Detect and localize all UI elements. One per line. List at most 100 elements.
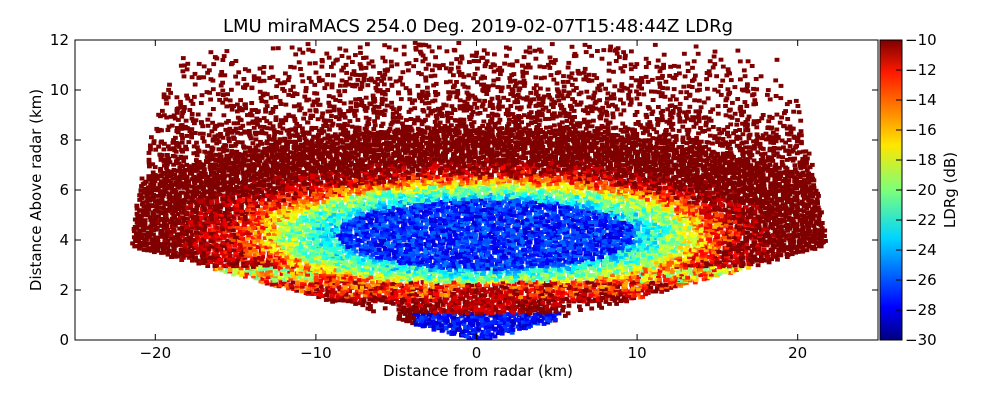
ldr-cell (601, 229, 607, 234)
ldr-cell (462, 261, 468, 266)
ldr-cell (329, 221, 335, 226)
ldr-cell (639, 288, 645, 293)
ldr-cell (301, 236, 306, 241)
ldr-cell (730, 266, 736, 270)
ldr-cell (755, 263, 761, 268)
ldr-cell (378, 267, 384, 272)
ldr-cell (720, 230, 725, 235)
ldr-cell (325, 262, 330, 267)
ldr-cell (396, 275, 402, 280)
ldr-cell (406, 285, 412, 290)
ldr-cell (462, 272, 468, 277)
ldr-cell (672, 279, 678, 284)
ldr-cell (553, 306, 559, 311)
ldr-cell (376, 247, 382, 252)
ldr-cell (187, 241, 193, 246)
ldr-cell (419, 319, 424, 324)
ldr-cell (563, 259, 569, 264)
ldr-cell (180, 255, 186, 260)
ldr-cell (564, 233, 570, 238)
ldr-cell (452, 219, 458, 224)
ldr-cell (737, 227, 742, 232)
ldr-cell (402, 298, 407, 303)
ldr-cell (543, 283, 548, 288)
ldr-cell (244, 268, 250, 273)
ldr-cell (665, 227, 671, 231)
ldr-cell (608, 265, 614, 270)
ldr-cell (469, 311, 474, 316)
ldr-cell (254, 217, 259, 222)
ldr-cell (625, 240, 631, 245)
ldr-cell (650, 289, 656, 294)
ldr-cell (422, 322, 428, 327)
ldr-cell (339, 259, 345, 264)
ldr-cell (277, 275, 283, 280)
ldr-cell (289, 247, 295, 252)
ldr-cell (643, 246, 649, 251)
ldr-cell (419, 230, 424, 234)
ldr-cell (732, 263, 738, 268)
ldr-cell (522, 227, 528, 232)
ldr-cell (677, 257, 683, 262)
ldr-cell (545, 219, 551, 223)
ldr-cell (321, 239, 326, 244)
ldr-cell (234, 235, 240, 240)
ldr-cell (389, 300, 394, 305)
ldr-cell (467, 304, 473, 309)
ldr-cell (538, 310, 544, 315)
ldr-cell (315, 241, 320, 246)
ldr-cell (415, 217, 420, 222)
ldr-cell (535, 275, 540, 279)
ldr-cell (399, 264, 405, 269)
ldr-cell (518, 295, 523, 299)
ldr-cell (240, 236, 246, 241)
ldr-cell (310, 267, 315, 272)
ldr-cell (613, 255, 618, 260)
ldr-cell (265, 275, 271, 279)
ldr-cell (373, 223, 379, 228)
ldr-cell (623, 252, 629, 257)
ldr-cell (523, 287, 529, 292)
ldr-cell (264, 240, 270, 245)
ldr-cell (444, 251, 449, 256)
ldr-cell (576, 247, 582, 252)
ldr-cell (172, 246, 177, 251)
ldr-cell (360, 267, 366, 272)
ldr-cell (486, 306, 491, 311)
ldr-cell (353, 295, 358, 300)
ldr-cell (587, 220, 593, 224)
ldr-cell (569, 270, 575, 275)
ldr-cell (785, 223, 791, 228)
ldr-cell (344, 270, 350, 275)
ldr-cell (477, 307, 482, 312)
ldr-cell (469, 291, 475, 295)
ldr-cell (691, 256, 697, 261)
ldr-cell (347, 230, 353, 235)
ldr-cell (512, 284, 518, 289)
ldr-cell (509, 319, 515, 324)
ldr-cell (510, 228, 516, 233)
ldr-cell (328, 277, 334, 282)
ldr-cell (343, 260, 349, 265)
ldr-cell (727, 247, 733, 252)
ldr-cell (418, 241, 423, 246)
ldr-cell (526, 232, 532, 237)
ldr-cell (422, 273, 428, 278)
ldr-cell (523, 326, 528, 331)
ldr-cell (352, 274, 358, 279)
ldr-cell (592, 283, 597, 287)
ldr-cell (352, 243, 357, 248)
ldr-cell (702, 267, 708, 272)
ldr-cell (615, 284, 620, 289)
ldr-cell (568, 289, 574, 294)
ldr-cell (280, 262, 286, 267)
ldr-cell (451, 326, 456, 331)
ldr-cell (609, 249, 615, 254)
ldr-cell (710, 247, 716, 252)
ldr-cell (212, 246, 218, 250)
ldr-cell (484, 289, 490, 294)
ldr-cell (535, 285, 540, 289)
ldr-cell (522, 275, 528, 279)
ldr-cell (673, 233, 679, 237)
ldr-cell (611, 275, 617, 280)
